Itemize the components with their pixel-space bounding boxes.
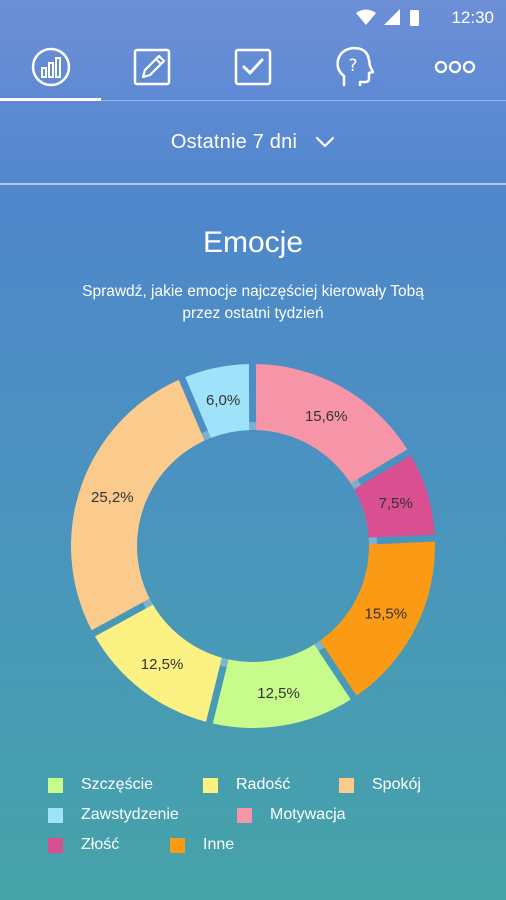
legend-label: Zawstydzenie	[81, 806, 179, 823]
slice-value-label: 15,5%	[365, 606, 408, 623]
period-dropdown[interactable]: Ostatnie 7 dni	[0, 101, 506, 183]
more-dots-icon	[434, 60, 475, 74]
signal-icon	[384, 9, 400, 25]
donut-slice	[320, 541, 436, 696]
legend-label: Spokój	[372, 776, 421, 793]
donut-slice	[95, 604, 222, 722]
emotions-donut-chart: 6,0% 15,6% 7,5% 15,5% 12,5% 12,5% 25,2%	[70, 364, 436, 728]
chart-legend: Szczęście Radość Spokój Zawstydzenie Mot…	[0, 772, 506, 872]
tab-tasks[interactable]	[202, 34, 303, 100]
chart-subtitle: Sprawdź, jakie emocje najczęściej kierow…	[82, 283, 424, 322]
head-question-icon: ?	[335, 46, 374, 86]
legend-swatch	[339, 777, 354, 793]
donut-slice	[354, 455, 435, 538]
tab-stats[interactable]	[0, 34, 101, 100]
wifi-icon	[356, 9, 376, 25]
slice-value-label: 12,5%	[257, 685, 300, 702]
tab-journal[interactable]	[101, 34, 202, 100]
status-icons	[356, 9, 419, 26]
slice-value-label: 12,5%	[141, 656, 184, 673]
legend-label: Złość	[81, 836, 120, 853]
pencil-note-icon	[133, 48, 170, 86]
slice-value-label: 25,2%	[91, 489, 134, 506]
period-divider	[0, 183, 506, 185]
legend-swatch	[48, 837, 63, 853]
legend-item: Motywacja	[237, 806, 346, 824]
legend-item: Inne	[170, 836, 234, 854]
donut-slice	[70, 379, 205, 631]
chevron-down-icon	[316, 136, 335, 148]
period-label: Ostatnie 7 dni	[170, 130, 298, 153]
slice-value-label: 7,5%	[379, 495, 413, 512]
tab-divider	[0, 100, 506, 101]
legend-label: Motywacja	[270, 806, 346, 823]
tab-bar: ?	[0, 34, 506, 100]
slice-value-label: 6,0%	[206, 392, 240, 409]
slice-value-label: 15,6%	[305, 408, 348, 425]
status-bar: 12:30	[0, 0, 506, 34]
legend-item: Radość	[203, 776, 290, 794]
legend-item: Złość	[48, 836, 119, 854]
legend-label: Inne	[203, 836, 235, 853]
legend-swatch	[203, 777, 218, 793]
tab-more[interactable]	[404, 34, 505, 100]
legend-swatch	[170, 837, 185, 853]
donut-slice	[185, 364, 250, 438]
donut-slice	[255, 364, 408, 484]
tab-help[interactable]: ?	[303, 34, 404, 100]
legend-swatch	[48, 807, 63, 823]
legend-item: Spokój	[339, 776, 421, 794]
legend-label: Szczęście	[81, 776, 154, 793]
active-tab-indicator	[0, 98, 101, 101]
chart-progress-icon	[31, 47, 70, 87]
legend-item: Zawstydzenie	[48, 806, 179, 824]
checkbox-icon	[234, 48, 271, 86]
chart-title: Emocje	[202, 226, 304, 259]
status-time: 12:30	[451, 8, 494, 27]
legend-swatch	[237, 807, 252, 823]
donut-slice	[212, 644, 351, 728]
legend-swatch	[48, 777, 63, 793]
svg-text:?: ?	[348, 56, 357, 76]
battery-icon	[410, 10, 419, 26]
legend-label: Radość	[236, 776, 291, 793]
legend-item: Szczęście	[48, 776, 153, 794]
